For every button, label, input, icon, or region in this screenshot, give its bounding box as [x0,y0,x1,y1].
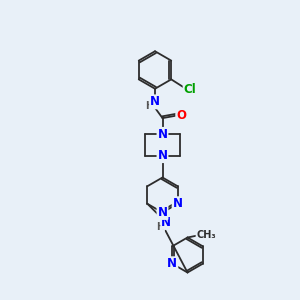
Text: N: N [158,128,167,141]
Text: Cl: Cl [184,83,196,96]
Text: N: N [173,197,183,210]
Text: N: N [150,95,160,108]
Text: H: H [145,100,153,111]
Text: N: N [158,149,167,162]
Text: N: N [167,257,177,270]
Text: O: O [176,109,186,122]
Text: N: N [158,206,167,219]
Text: CH₃: CH₃ [196,230,216,240]
Text: N: N [161,216,171,229]
Text: H: H [156,223,164,232]
